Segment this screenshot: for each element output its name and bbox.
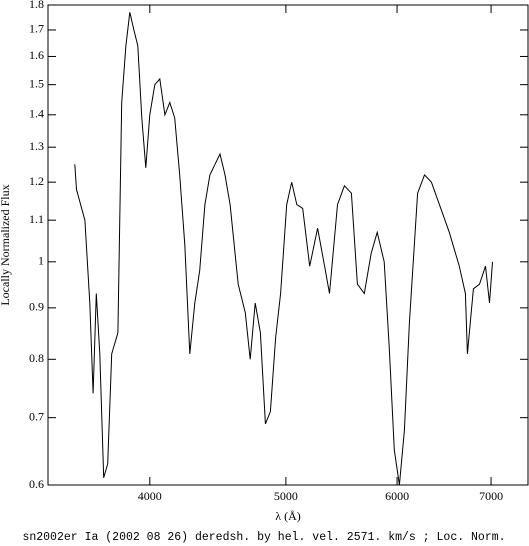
plot-frame <box>47 4 529 486</box>
y-tick-label: 1 <box>38 254 44 268</box>
y-tick-label: 1.6 <box>29 48 44 62</box>
spectrum-line <box>74 12 493 486</box>
y-tick-label: 1.3 <box>29 139 44 153</box>
y-tick-label: 0.9 <box>29 300 44 314</box>
y-tick-label: 1.1 <box>29 212 44 226</box>
y-tick-label: 0.8 <box>29 351 44 365</box>
chart-title: sn2002er Ia (2002 08 26) deredsh. by hel… <box>22 531 505 544</box>
y-axis-label: Locally Normalized Flux <box>0 184 12 305</box>
x-tick-label: 7000 <box>479 489 503 503</box>
y-tick-label: 1.8 <box>29 0 44 11</box>
x-tick-label: 4000 <box>138 489 162 503</box>
y-tick-label: 0.7 <box>29 409 44 423</box>
y-tick-label: 0.6 <box>29 477 44 491</box>
x-tick-label: 5000 <box>274 489 298 503</box>
y-tick-label: 1.7 <box>29 22 44 36</box>
x-axis-label: λ (Å) <box>275 509 300 523</box>
x-tick-label: 6000 <box>385 489 409 503</box>
y-tick-label: 1.5 <box>29 76 44 90</box>
y-tick-label: 1.2 <box>29 174 44 188</box>
y-tick-label: 1.4 <box>29 107 44 121</box>
